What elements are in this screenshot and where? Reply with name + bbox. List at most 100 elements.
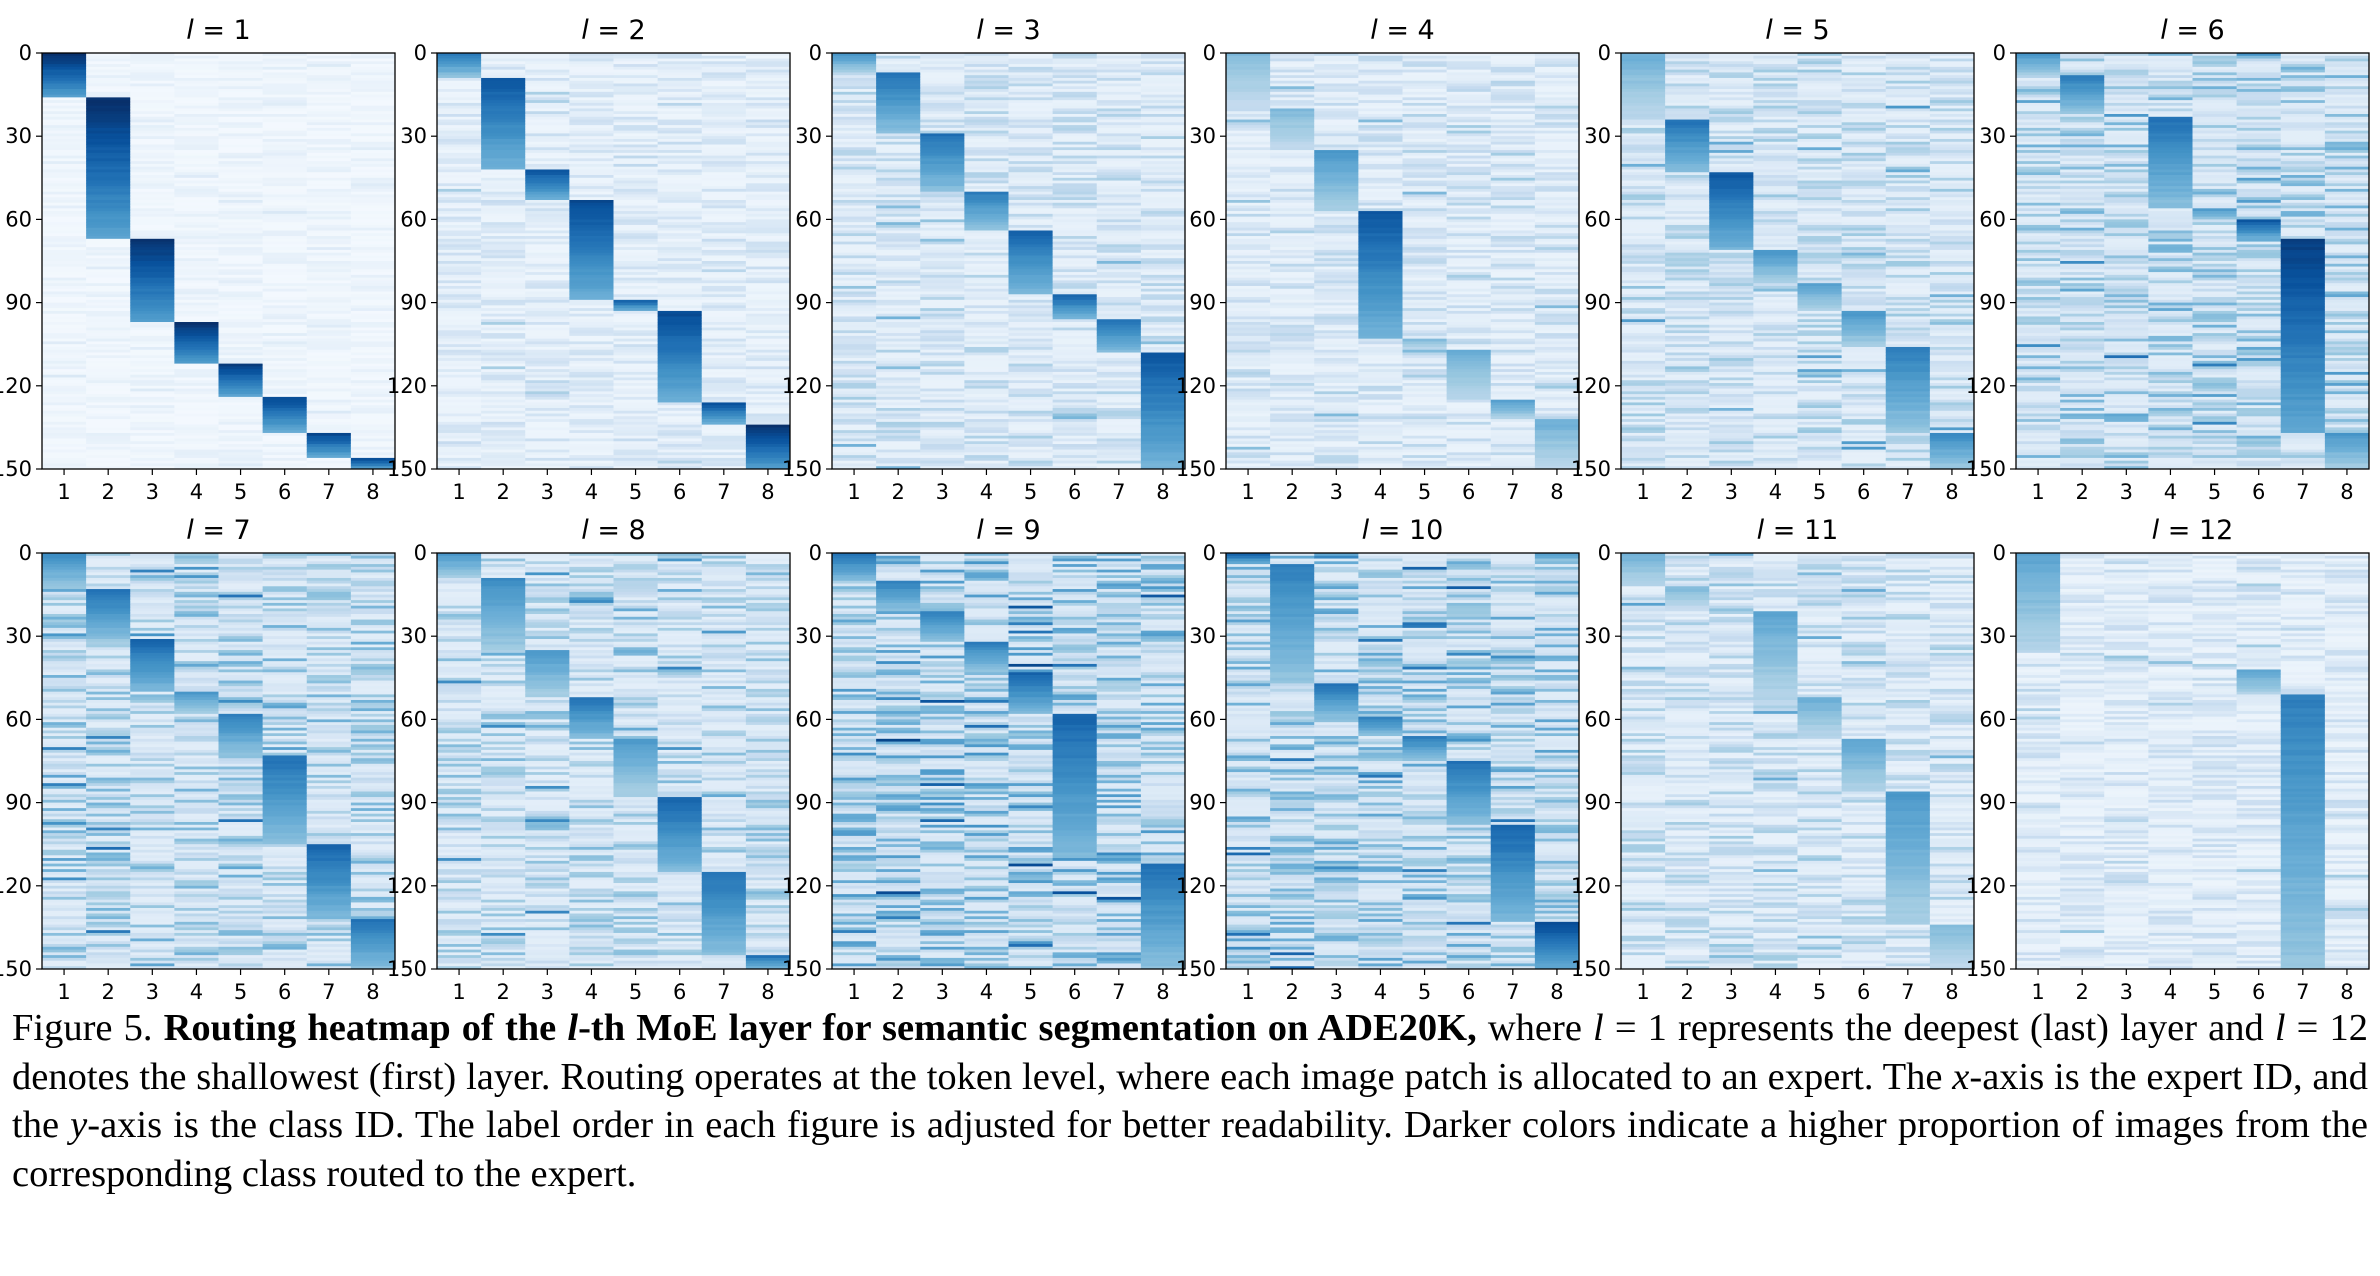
heatmap-cell [832, 144, 877, 148]
heatmap-cell [1446, 258, 1492, 262]
heatmap-cell [964, 263, 1009, 267]
heatmap-cell [218, 308, 264, 312]
heatmap-cell [745, 208, 791, 212]
heatmap-cell [1490, 360, 1536, 365]
heatmap-cell [1358, 460, 1403, 464]
heatmap-cell [1358, 432, 1403, 437]
heatmap-cell [569, 371, 614, 376]
heatmap-cell [1008, 266, 1054, 270]
heatmap-cell [1226, 89, 1271, 93]
heatmap-cell [481, 69, 526, 73]
heatmap-cell [130, 141, 175, 145]
heatmap-cell [1226, 330, 1271, 334]
heatmap-cell [745, 277, 791, 281]
heatmap-cell [437, 405, 482, 409]
heatmap-cell [262, 460, 308, 464]
heatmap-cell [1358, 330, 1403, 334]
heatmap-cell [42, 463, 87, 467]
heatmap-cell [613, 369, 659, 373]
heatmap-cell [1270, 241, 1315, 245]
heatmap-cell [86, 144, 131, 148]
heatmap-cell [1446, 419, 1492, 423]
heatmap-cell [481, 116, 526, 120]
heatmap-cell [876, 430, 921, 434]
heatmap-cell [306, 360, 352, 365]
heatmap-cell [1140, 202, 1186, 206]
heatmap-cell [306, 177, 352, 181]
heatmap-cell [42, 407, 87, 412]
heatmap-cell [86, 366, 131, 370]
heatmap-cell [86, 388, 131, 392]
heatmap-cell [42, 280, 87, 284]
heatmap-cell [613, 211, 659, 215]
heatmap-cell [218, 130, 264, 134]
heatmap-cell [1008, 319, 1054, 323]
heatmap-cell [350, 80, 396, 84]
heatmap-cell [218, 272, 264, 276]
heatmap-cell [262, 252, 308, 256]
heatmap-cell [1402, 338, 1448, 342]
heatmap-cell [964, 241, 1009, 245]
heatmap-cell [1358, 299, 1403, 303]
heatmap-cell [1270, 324, 1315, 328]
heatmap-cell [964, 305, 1009, 309]
heatmap-cell [1402, 172, 1448, 176]
heatmap-cell [350, 102, 396, 107]
heatmap-cell [569, 122, 614, 126]
heatmap-cell [1490, 166, 1536, 170]
heatmap-cell [1490, 199, 1536, 204]
heatmap-cell [86, 222, 131, 226]
heatmap-cell [701, 158, 747, 162]
heatmap-cell [218, 150, 264, 154]
heatmap-cell [1402, 383, 1448, 387]
heatmap-cell [42, 377, 87, 381]
heatmap-cell [306, 150, 352, 154]
heatmap-cell [1008, 302, 1054, 306]
heatmap-cell [1621, 138, 1666, 143]
heatmap-cell [1314, 308, 1359, 312]
heatmap-cell [130, 322, 175, 326]
heatmap-cell [1446, 269, 1492, 273]
heatmap-cell [1534, 427, 1580, 431]
heatmap-cell [657, 424, 703, 428]
heatmap-cell [745, 444, 791, 448]
heatmap-cell [1226, 455, 1271, 459]
heatmap-cell [1358, 100, 1403, 104]
heatmap-cell [437, 313, 482, 317]
heatmap-cell [1008, 216, 1054, 220]
heatmap-cell [1008, 399, 1054, 403]
heatmap-cell [920, 249, 965, 254]
heatmap-cell [1621, 127, 1666, 132]
heatmap-cell [920, 55, 965, 59]
heatmap-cell [350, 402, 396, 406]
heatmap-cell [613, 133, 659, 137]
heatmap-cell [350, 452, 396, 456]
heatmap-cell [1096, 105, 1142, 109]
heatmap-cell [876, 355, 921, 359]
heatmap-cell [1446, 349, 1492, 353]
heatmap-cell [218, 216, 264, 220]
heatmap-cell [525, 355, 570, 359]
heatmap-cell [964, 266, 1009, 270]
heatmap-cell [1402, 385, 1448, 389]
heatmap-cell [306, 377, 352, 381]
heatmap-cell [964, 327, 1009, 331]
heatmap-cell [920, 383, 965, 387]
heatmap-cell [130, 77, 175, 82]
heatmap-cell [86, 249, 131, 254]
heatmap-cell [1490, 297, 1536, 301]
heatmap-cell [920, 283, 965, 287]
heatmap-cell [306, 147, 352, 151]
heatmap-cell [86, 327, 131, 331]
heatmap-cell [1226, 297, 1271, 301]
heatmap-cell [1008, 64, 1054, 68]
heatmap-cell [1490, 152, 1536, 157]
heatmap-cell [130, 371, 175, 376]
heatmap-cell [1314, 188, 1359, 193]
heatmap-cell [1314, 297, 1359, 301]
heatmap-cell [1490, 269, 1536, 273]
heatmap-cell [42, 199, 87, 204]
heatmap-cell [130, 294, 175, 298]
heatmap-cell [964, 352, 1009, 356]
heatmap-cell [832, 299, 877, 303]
